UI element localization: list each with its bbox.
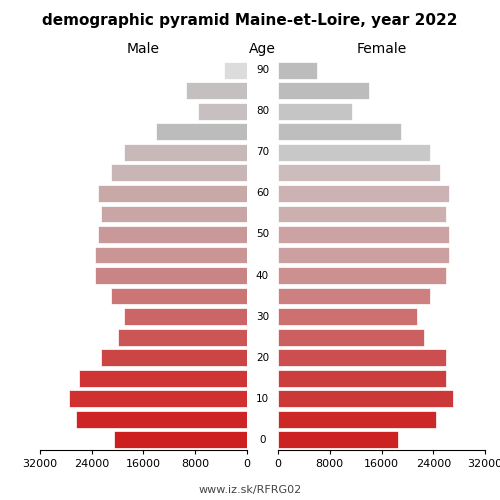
Bar: [278, 246, 450, 264]
Text: 40: 40: [256, 270, 269, 280]
Bar: [98, 185, 247, 202]
Text: 50: 50: [256, 230, 269, 239]
Bar: [278, 267, 446, 284]
Text: 60: 60: [256, 188, 269, 198]
Bar: [114, 432, 247, 448]
Bar: [69, 390, 247, 407]
Bar: [224, 62, 247, 78]
Bar: [278, 308, 417, 325]
Bar: [156, 124, 247, 140]
Text: 10: 10: [256, 394, 269, 404]
Bar: [278, 185, 450, 202]
Bar: [278, 62, 317, 78]
Title: Male: Male: [127, 42, 160, 56]
Bar: [278, 144, 430, 161]
Bar: [278, 411, 436, 428]
Bar: [124, 144, 247, 161]
Text: 0: 0: [259, 434, 266, 444]
Bar: [278, 370, 446, 386]
Bar: [278, 164, 440, 182]
Bar: [278, 288, 430, 304]
Bar: [278, 124, 401, 140]
Bar: [102, 206, 247, 222]
Bar: [278, 82, 368, 99]
Bar: [278, 349, 446, 366]
Text: 80: 80: [256, 106, 269, 117]
Text: demographic pyramid Maine-et-Loire, year 2022: demographic pyramid Maine-et-Loire, year…: [42, 12, 458, 28]
Title: Female: Female: [356, 42, 406, 56]
Bar: [186, 82, 247, 99]
Bar: [95, 267, 247, 284]
Bar: [278, 226, 450, 243]
Title: Age: Age: [249, 42, 276, 56]
Bar: [278, 103, 352, 120]
Text: 30: 30: [256, 312, 269, 322]
Text: 20: 20: [256, 352, 269, 362]
Bar: [79, 370, 247, 386]
Bar: [198, 103, 247, 120]
Bar: [124, 308, 247, 325]
Text: www.iz.sk/RFRG02: www.iz.sk/RFRG02: [198, 485, 302, 495]
Bar: [111, 164, 247, 182]
Bar: [278, 328, 424, 345]
Bar: [278, 206, 446, 222]
Bar: [118, 328, 247, 345]
Bar: [278, 390, 452, 407]
Bar: [278, 432, 398, 448]
Bar: [95, 246, 247, 264]
Text: 70: 70: [256, 148, 269, 158]
Bar: [98, 226, 247, 243]
Bar: [102, 349, 247, 366]
Text: 90: 90: [256, 66, 269, 76]
Bar: [76, 411, 247, 428]
Bar: [111, 288, 247, 304]
